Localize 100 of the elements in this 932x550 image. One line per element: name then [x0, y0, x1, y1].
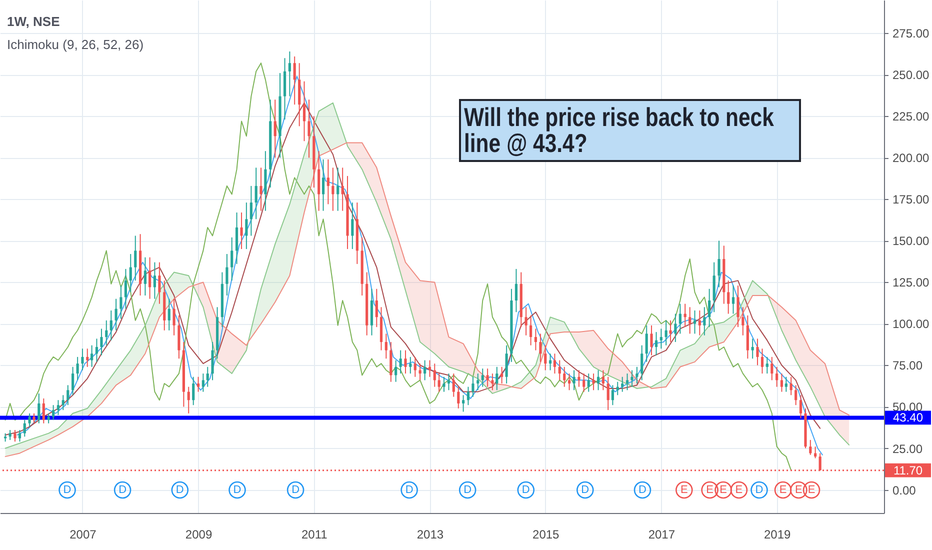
candlestick — [124, 268, 128, 310]
y-tick-label: 125.00 — [892, 276, 930, 290]
candlestick — [172, 298, 176, 336]
candlestick — [384, 333, 388, 360]
candlestick — [452, 373, 455, 398]
candlestick — [770, 356, 774, 381]
candlestick — [698, 310, 701, 336]
annotation: D — [581, 484, 590, 496]
candlestick — [539, 333, 542, 362]
candlestick — [780, 373, 784, 392]
x-tick-label: 2013 — [416, 528, 444, 542]
candlestick — [621, 376, 624, 392]
candlestick — [192, 376, 195, 406]
candlestick — [466, 386, 470, 406]
candlestick — [424, 360, 426, 381]
annotation: E — [795, 484, 802, 496]
candlestick — [202, 373, 204, 392]
candlestick — [235, 212, 238, 264]
candlestick — [582, 373, 586, 392]
annotation: E — [720, 484, 727, 496]
candlestick — [636, 366, 638, 384]
candlestick — [544, 344, 547, 371]
x-tick-label: 2017 — [648, 528, 676, 542]
y-tick-label: 150.00 — [892, 234, 930, 248]
annotation: Will the price rise back to neck line @ 43.4? — [464, 102, 775, 158]
annotation: D — [176, 484, 184, 496]
candlestick — [418, 363, 422, 381]
candlestick — [42, 398, 45, 424]
candlestick — [226, 254, 228, 296]
candlestick — [611, 384, 614, 406]
annotation: D — [464, 484, 472, 496]
candlestick — [52, 404, 55, 421]
candlestick — [799, 394, 802, 419]
candlestick — [572, 370, 576, 391]
candlestick — [578, 370, 580, 388]
candlestick — [596, 370, 600, 391]
candlestick — [293, 56, 296, 106]
candlestick — [72, 366, 74, 396]
candlestick — [95, 338, 98, 362]
candlestick — [718, 240, 720, 288]
candlestick — [187, 386, 190, 414]
candlestick — [760, 348, 764, 374]
candlestick — [105, 320, 108, 346]
candlestick — [168, 298, 170, 331]
candlestick — [375, 288, 378, 328]
x-tick-label: 2011 — [302, 528, 328, 542]
candlestick — [688, 306, 692, 334]
candlestick — [414, 356, 416, 378]
candlestick — [288, 50, 291, 97]
candlestick — [784, 376, 788, 392]
candlestick — [587, 373, 590, 392]
annotation: D — [638, 484, 647, 496]
candlestick — [196, 376, 200, 392]
ref-line-label: 11.70 — [893, 463, 923, 478]
candlestick — [790, 376, 792, 396]
candlestick — [529, 314, 532, 346]
candlestick — [394, 360, 398, 382]
candlestick — [534, 328, 538, 351]
candlestick — [776, 366, 778, 388]
candlestick — [606, 376, 610, 411]
candlestick — [129, 254, 132, 293]
y-tick-label: 200.00 — [892, 151, 930, 166]
annotation: E — [735, 484, 743, 496]
candlestick — [110, 310, 112, 341]
annotation: E — [808, 484, 816, 496]
candlestick — [630, 370, 634, 388]
y-tick-label: 75.00 — [892, 358, 923, 373]
x-tick-label: 2019 — [764, 528, 791, 542]
candlestick — [260, 167, 262, 212]
candlestick — [660, 328, 662, 350]
candlestick — [254, 167, 258, 220]
candlestick — [148, 256, 152, 300]
candlestick — [814, 446, 817, 459]
candlestick — [336, 167, 340, 212]
candlestick — [505, 344, 508, 384]
text: 1W, NSE — [7, 14, 60, 29]
candlestick — [756, 338, 759, 366]
candlestick — [486, 368, 489, 388]
candlestick — [568, 373, 571, 391]
annotation: D — [755, 484, 764, 496]
candlestick — [524, 306, 528, 336]
candlestick — [240, 212, 243, 250]
candlestick — [274, 99, 276, 158]
y-tick-label: 250.00 — [892, 68, 930, 82]
candlestick — [563, 366, 566, 388]
candlestick — [38, 392, 40, 424]
candlestick — [669, 320, 672, 342]
candlestick — [18, 429, 22, 442]
candlestick — [341, 167, 344, 212]
annotation: E — [779, 484, 787, 496]
candlestick — [553, 353, 556, 374]
candlestick — [114, 298, 118, 331]
candlestick — [250, 185, 252, 236]
candlestick — [640, 344, 644, 381]
annotation: D — [292, 484, 300, 496]
candlestick — [809, 439, 812, 456]
candlestick — [514, 268, 518, 313]
candlestick — [442, 376, 446, 392]
candlestick — [472, 376, 474, 398]
x-tick-label: 2007 — [70, 528, 97, 542]
